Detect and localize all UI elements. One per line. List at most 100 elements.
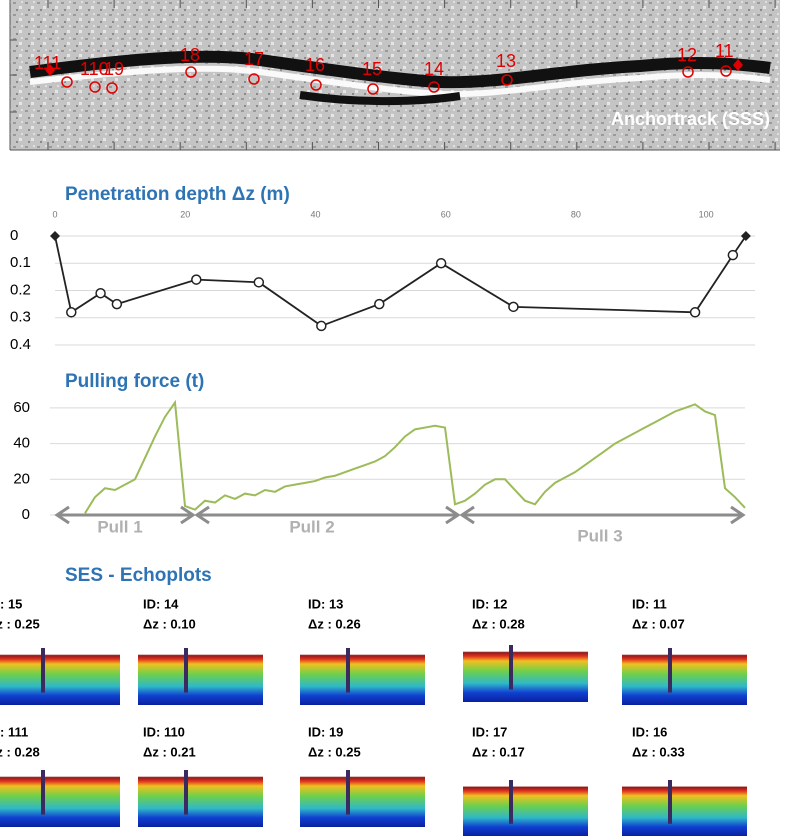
echo-id: ID: 15: [0, 596, 22, 611]
depth-point: [374, 298, 385, 310]
track-point: [501, 74, 513, 86]
echo-image: [138, 765, 263, 827]
echo-dz: Δz : 0.26: [308, 616, 361, 631]
track-point: [367, 83, 379, 95]
echo-dz: Δz : 0.28: [472, 616, 525, 631]
y-tick-label: 0: [22, 506, 30, 523]
x-tick-label: 40: [310, 209, 320, 219]
y-tick-label: 0.3: [10, 309, 31, 326]
sonar-band: [299, 91, 461, 106]
depth-point: [435, 258, 447, 269]
pull-arrow-head: [180, 505, 196, 525]
pull-label: Pull 2: [289, 517, 334, 536]
x-tick-label: 100: [699, 209, 714, 219]
echo-dz: Δz : 0.25: [0, 616, 40, 631]
x-tick-label: 60: [441, 209, 451, 219]
track-point: [185, 66, 197, 78]
y-tick-label: 0.4: [10, 336, 31, 353]
x-tick-label: 20: [180, 209, 190, 219]
echo-dz: Δz : 0.25: [308, 744, 361, 759]
echo-id: ID: 13: [308, 596, 343, 611]
track-label: 15: [362, 59, 382, 79]
pull-label: Pull 3: [577, 526, 622, 545]
track-label: 110: [80, 59, 109, 79]
echo-dz: Δz : 0.07: [632, 616, 685, 631]
depth-point: [66, 307, 77, 318]
track-point: [682, 66, 694, 78]
echo-image: [463, 640, 588, 702]
depth-point: [253, 277, 265, 288]
echo-id: ID: 110: [143, 724, 185, 739]
echo-image: [138, 643, 263, 705]
track-end: [45, 64, 55, 76]
track-label: 19: [104, 59, 124, 79]
echo-id: ID: 111: [0, 724, 28, 739]
track-point: [720, 65, 732, 77]
depth-point: [111, 298, 123, 310]
pull-arrow-head: [54, 505, 70, 525]
echo-dz: Δz : 0.33: [632, 744, 685, 759]
sonar-band-edge: [29, 65, 771, 98]
echo-dz: Δz : 0.21: [143, 744, 196, 759]
echo-id: ID: 14: [143, 596, 179, 611]
sss-caption: Anchortrack (SSS): [611, 109, 770, 129]
depth-point: [689, 307, 701, 318]
track-label: 111: [34, 53, 61, 73]
depth-point: [95, 287, 106, 299]
y-tick-label: 40: [13, 435, 30, 452]
depth-point: [740, 231, 751, 241]
track-label: 16: [305, 55, 325, 75]
sss-image: Anchortrack (SSS): [9, 0, 780, 151]
echo-image: [622, 775, 747, 836]
track-label: 11: [715, 41, 734, 61]
track-label: 12: [677, 45, 697, 65]
force-line: [84, 399, 746, 514]
depth-point: [50, 231, 60, 241]
echo-image: [300, 643, 425, 705]
pull-arrow-head: [194, 505, 210, 525]
depth-point: [508, 301, 519, 313]
echo-id: ID: 12: [472, 596, 507, 611]
x-tick-label: 80: [571, 209, 581, 219]
depth-line: [54, 235, 747, 327]
pull-arrow-head: [730, 505, 746, 525]
y-tick-label: 20: [13, 470, 30, 487]
y-tick-label: 0.2: [10, 281, 31, 298]
depth-point: [727, 249, 739, 261]
x-tick-label: 0: [52, 209, 57, 219]
track-end: [733, 59, 743, 71]
echo-image: [0, 765, 120, 827]
echo-dz: Δz : 0.10: [143, 616, 196, 631]
section-title: SES - Echoplots: [65, 565, 212, 586]
depth-point: [191, 274, 202, 285]
track-label: 18: [180, 45, 200, 65]
pull-label: Pull 1: [97, 517, 142, 536]
y-tick-label: 0: [10, 227, 18, 244]
track-label: 13: [496, 51, 516, 71]
echo-id: ID: 19: [308, 724, 343, 739]
y-tick-label: 60: [13, 399, 30, 416]
echo-image: [0, 643, 120, 705]
pull-arrow-head: [445, 505, 461, 525]
echo-image: [622, 643, 747, 705]
track-point: [428, 81, 440, 93]
track-point: [89, 81, 101, 93]
track-point: [310, 79, 322, 91]
depth-point: [316, 320, 327, 332]
pull-arrow-head: [459, 505, 475, 525]
track-label: 17: [244, 49, 264, 69]
track-point: [248, 73, 260, 85]
chart-title: Pulling force (t): [65, 371, 204, 392]
echo-dz: Δz : 0.17: [472, 744, 525, 759]
track-point: [106, 82, 118, 94]
echo-id: ID: 11: [632, 596, 667, 611]
echo-id: ID: 16: [632, 724, 667, 739]
echo-dz: Δz : 0.28: [0, 744, 40, 759]
echo-image: [300, 765, 425, 827]
echo-image: [463, 775, 588, 836]
track-label: 14: [424, 59, 444, 79]
chart-title: Penetration depth Δz (m): [65, 184, 290, 205]
track-point: [61, 76, 73, 88]
y-tick-label: 0.1: [10, 254, 31, 271]
